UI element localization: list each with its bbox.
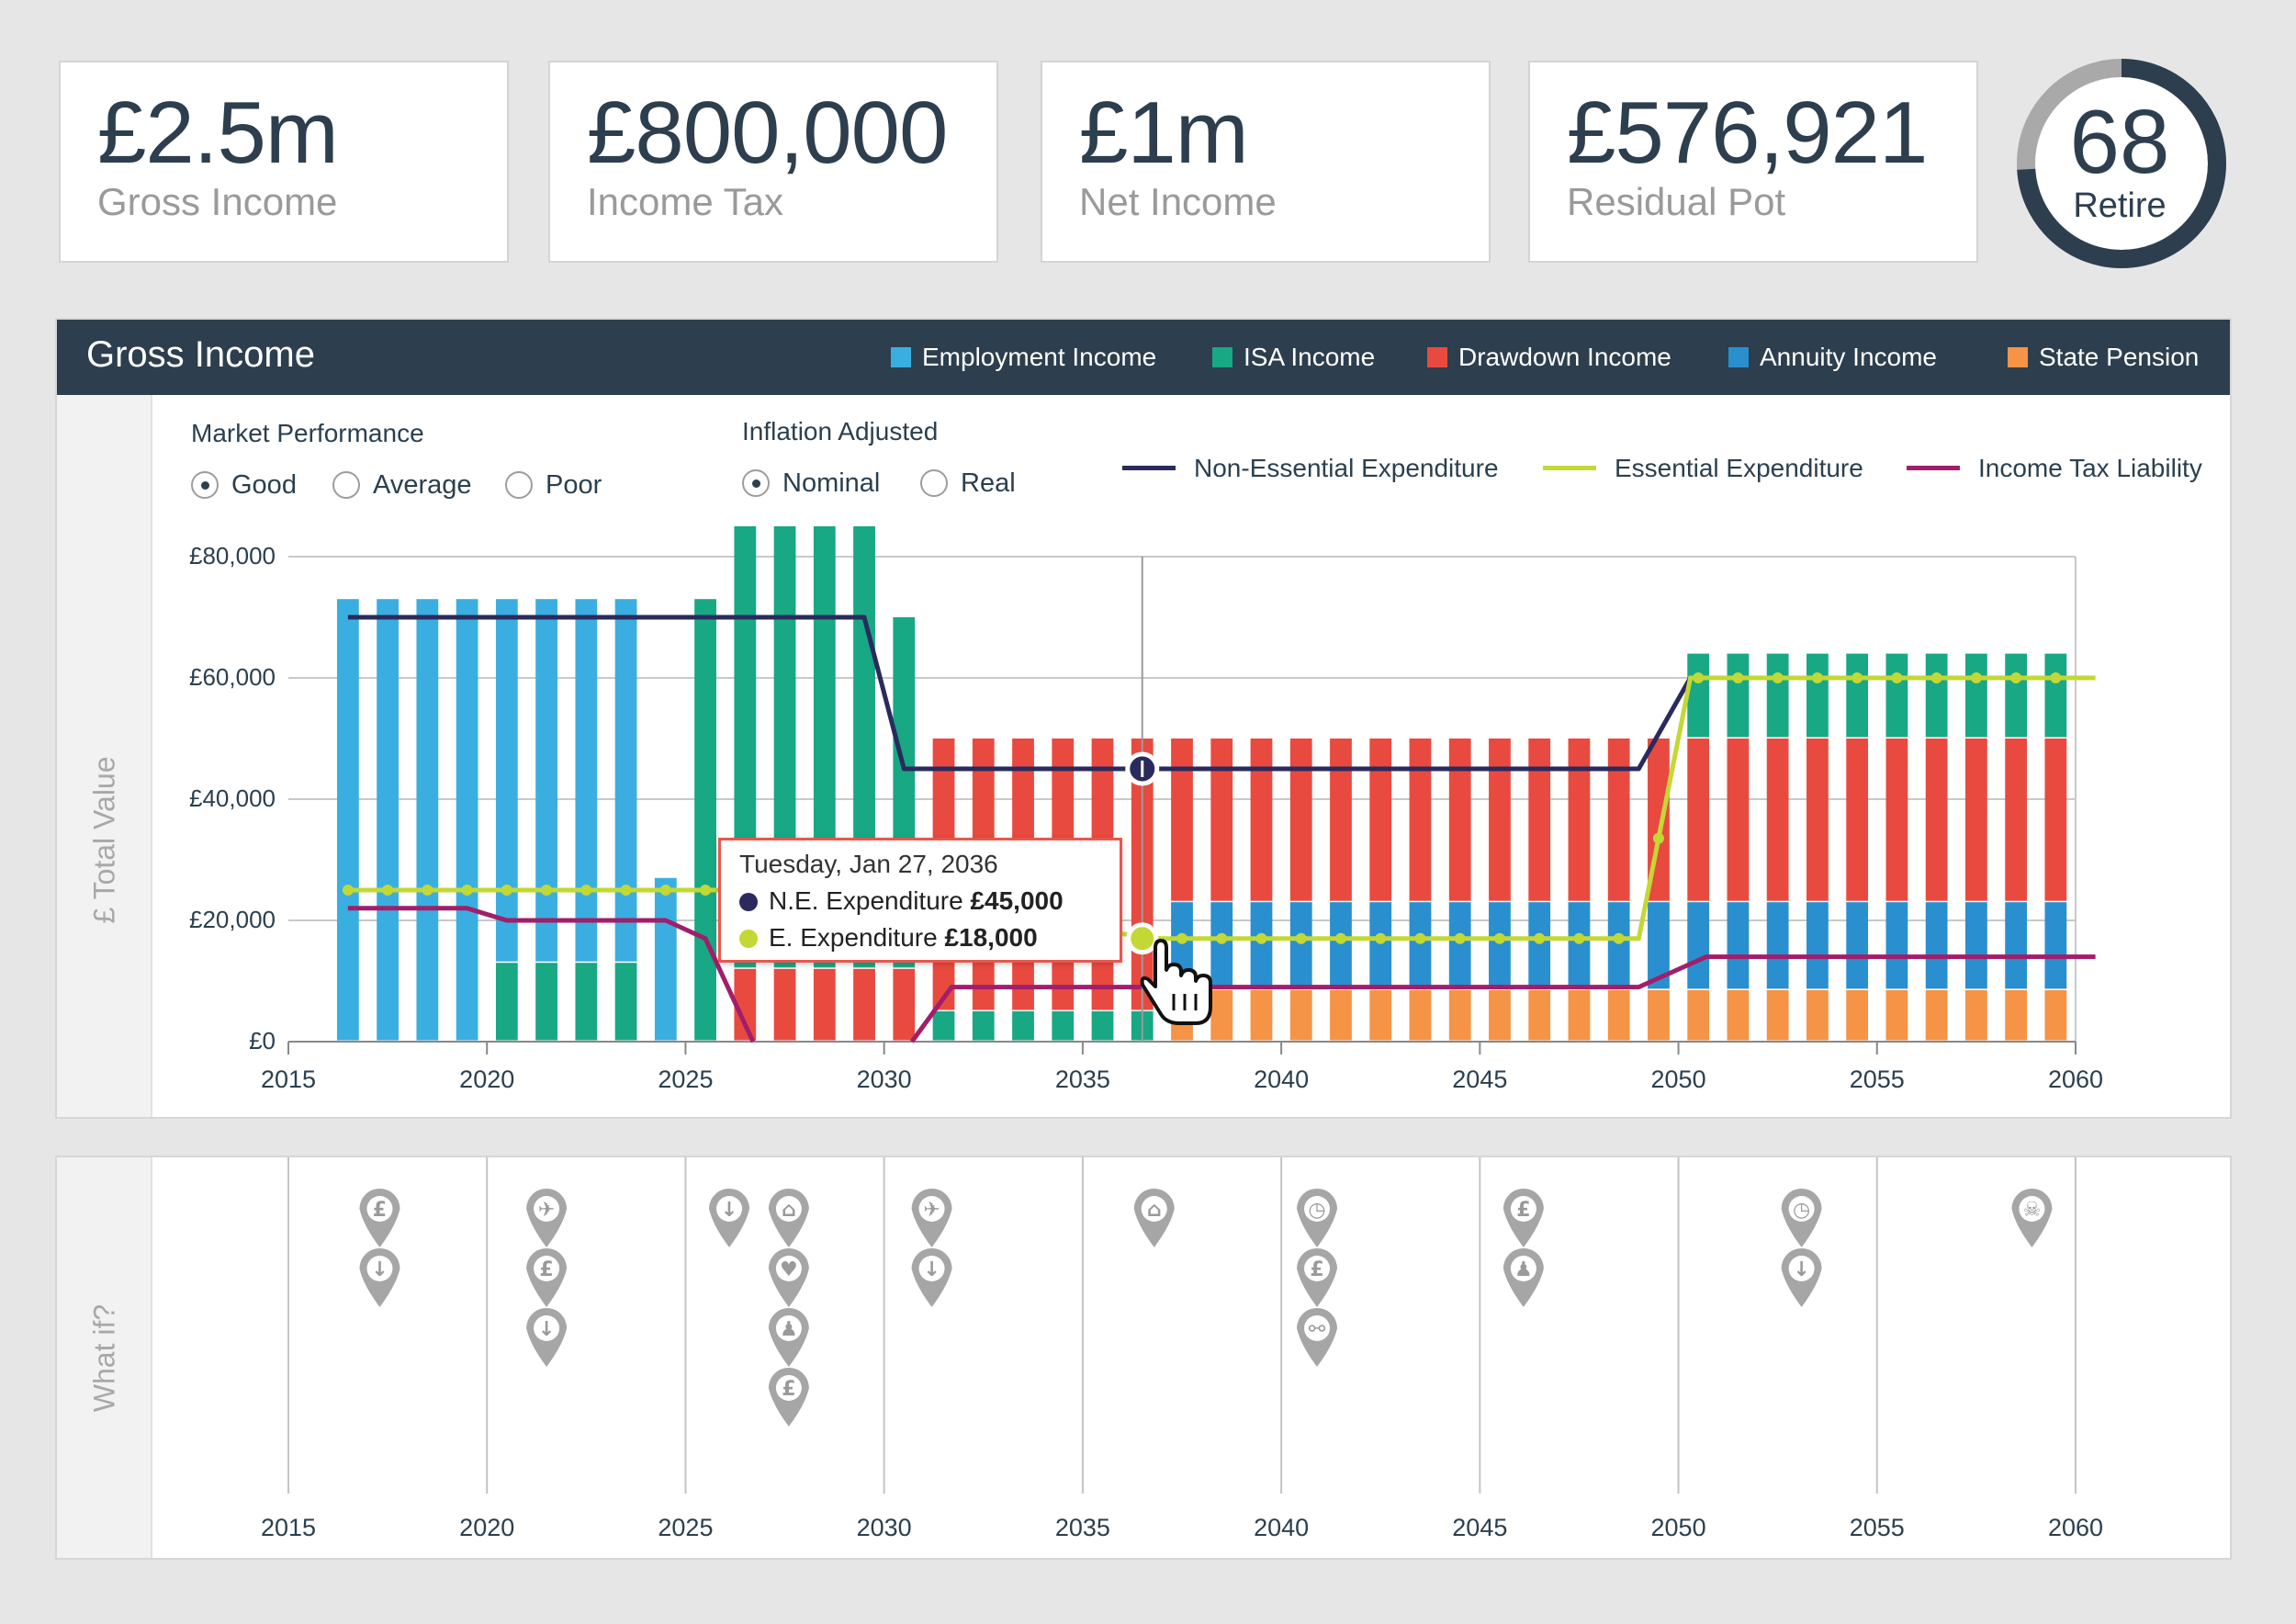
legend-drawdown-income[interactable]: Drawdown Income (1427, 343, 1671, 372)
panel-title: Gross Income (86, 334, 315, 375)
hand-cursor-icon (1140, 939, 1212, 1025)
line-legend-non-essential[interactable]: Non-Essential Expenditure (1122, 454, 1499, 483)
radio-circle (505, 471, 533, 499)
radio-good[interactable]: Good (191, 470, 297, 501)
radio-circle (742, 469, 770, 497)
summary-label: Residual Pot (1567, 180, 1786, 223)
tooltip-row-e: E. Expenditure £18,000 (739, 923, 1038, 953)
tooltip-dot (739, 893, 758, 911)
legend-swatch (1728, 347, 1749, 367)
what-if-label: What if? (87, 1303, 121, 1413)
tooltip-value: £18,000 (944, 923, 1038, 952)
summary-card-gross-income[interactable]: £2.5m Gross Income (59, 61, 509, 263)
panel-header: Gross Income Employment Income ISA Incom… (57, 320, 2230, 395)
inflation-adjusted-title: Inflation Adjusted (742, 417, 939, 445)
line-legend-label: Non-Essential Expenditure (1194, 454, 1499, 482)
summary-card-residual-pot[interactable]: £576,921 Residual Pot (1528, 61, 1978, 263)
tooltip-label: E. Expenditure (769, 923, 938, 952)
tooltip-dot (739, 930, 758, 948)
radio-label: Real (961, 468, 1016, 498)
legend-state-pension[interactable]: State Pension (2008, 343, 2199, 372)
radio-label: Nominal (782, 468, 881, 498)
line-legend-label: Essential Expenditure (1615, 454, 1863, 482)
legend-label: Annuity Income (1760, 343, 1937, 371)
summary-card-income-tax[interactable]: £800,000 Income Tax (548, 61, 998, 263)
chart-side-strip: £ Total Value (57, 395, 152, 1117)
legend-annuity-income[interactable]: Annuity Income (1728, 343, 1937, 372)
legend-label: State Pension (2039, 343, 2200, 371)
market-performance-title: Market Performance (191, 419, 424, 447)
line-legend-income-tax[interactable]: Income Tax Liability (1907, 454, 2202, 483)
summary-value: £2.5m (97, 84, 339, 182)
line-legend-label: Income Tax Liability (1978, 454, 2202, 482)
line-swatch (1907, 466, 1960, 470)
radio-label: Poor (546, 470, 602, 500)
line-swatch (1543, 466, 1596, 470)
tooltip-row-ne: N.E. Expenditure £45,000 (739, 886, 1064, 916)
legend-swatch (1427, 347, 1447, 367)
summary-value: £576,921 (1567, 84, 1928, 182)
summary-value: £800,000 (587, 84, 948, 182)
legend-swatch (2008, 347, 2028, 367)
radio-poor[interactable]: Poor (505, 470, 602, 501)
radio-average[interactable]: Average (332, 470, 472, 501)
legend-label: ISA Income (1244, 343, 1376, 371)
what-if-side-strip: What if? (57, 1157, 152, 1558)
retire-age: 68 (2069, 91, 2169, 192)
tooltip-date: Tuesday, Jan 27, 2036 (739, 850, 998, 878)
radio-circle (332, 471, 360, 499)
summary-label: Gross Income (97, 180, 338, 223)
legend-swatch (1212, 347, 1232, 367)
retire-age-gauge[interactable]: 68 Retire (2011, 53, 2232, 274)
retire-progress-arc (2017, 59, 2226, 268)
y-axis-label: £ Total Value (87, 756, 121, 924)
legend-isa-income[interactable]: ISA Income (1212, 343, 1375, 372)
line-swatch (1122, 466, 1176, 470)
summary-label: Income Tax (587, 180, 783, 223)
legend-employment-income[interactable]: Employment Income (891, 343, 1156, 372)
radio-nominal[interactable]: Nominal (742, 468, 880, 499)
legend-label: Drawdown Income (1458, 343, 1671, 371)
summary-card-net-income[interactable]: £1m Net Income (1041, 61, 1491, 263)
legend-label: Employment Income (922, 343, 1157, 371)
radio-real[interactable]: Real (920, 468, 1016, 499)
radio-circle (191, 471, 219, 499)
radio-label: Good (231, 470, 297, 500)
radio-label: Average (373, 470, 472, 500)
summary-label: Net Income (1079, 180, 1277, 223)
retire-label: Retire (2073, 186, 2166, 225)
chart-tooltip: Tuesday, Jan 27, 2036 N.E. Expenditure £… (718, 838, 1122, 963)
legend-swatch (891, 347, 911, 367)
tooltip-value: £45,000 (970, 886, 1064, 915)
summary-value: £1m (1079, 84, 1249, 182)
radio-circle (920, 469, 948, 497)
what-if-panel: What if? (55, 1156, 2232, 1560)
tooltip-label: N.E. Expenditure (769, 886, 963, 915)
line-legend-essential[interactable]: Essential Expenditure (1543, 454, 1863, 483)
